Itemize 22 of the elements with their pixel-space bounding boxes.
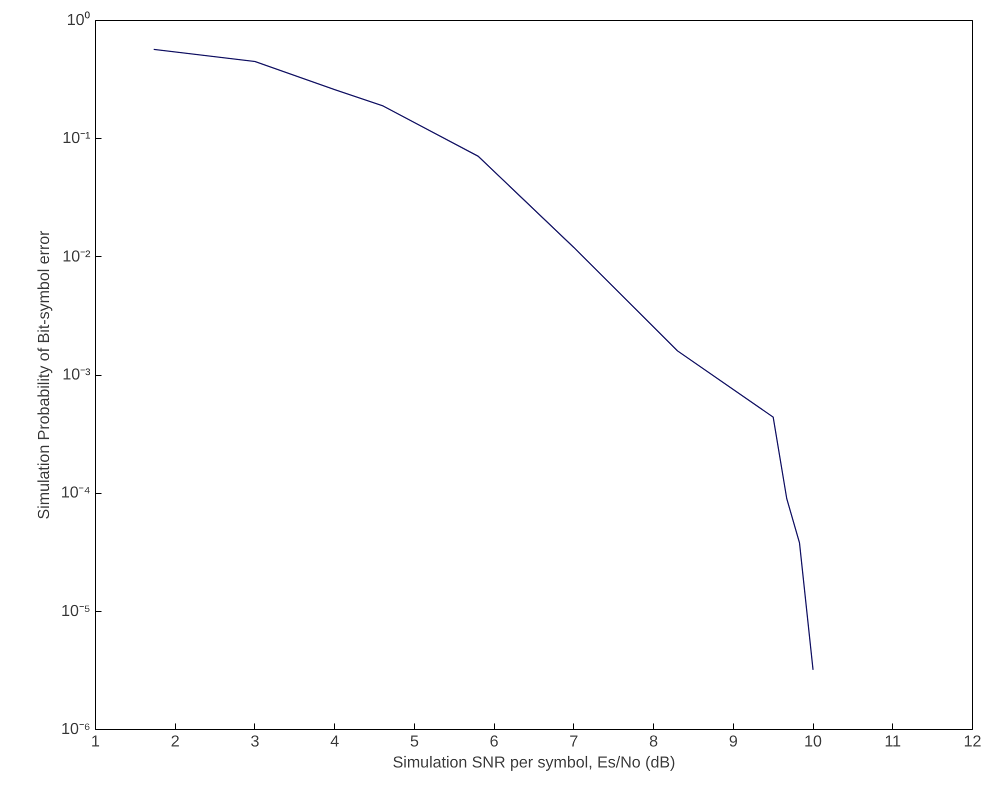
y-tick-label: 10⁰ xyxy=(66,11,90,29)
y-tick-label: 10⁻⁴ xyxy=(60,484,91,502)
x-tick-label: 5 xyxy=(410,734,419,750)
x-tick-label: 9 xyxy=(728,734,738,750)
y-tick-label: 10⁻¹ xyxy=(62,130,90,148)
x-tick-label: 3 xyxy=(250,734,260,750)
x-tick-label: 10 xyxy=(804,734,822,750)
line-series xyxy=(153,48,814,670)
x-tick-label: 11 xyxy=(884,734,902,750)
x-tick-label: 1 xyxy=(91,734,100,750)
x-tick-label: 7 xyxy=(569,734,578,750)
x-tick-label: 2 xyxy=(170,734,180,750)
y-tick-label: 10⁻³ xyxy=(62,366,92,384)
y-tick-label: 10⁻⁵ xyxy=(61,602,91,620)
x-tick-label: 8 xyxy=(649,734,658,750)
y-tick-label: 10⁻⁶ xyxy=(61,721,91,738)
x-tick-label: 4 xyxy=(330,734,340,750)
x-tick-label: 12 xyxy=(964,734,982,750)
y-tick-label: 10⁻² xyxy=(62,248,92,266)
x-tick-label: 6 xyxy=(490,734,499,750)
y-axis-title: Simulation Probability of Bit-symbol error xyxy=(36,230,53,520)
x-axis-title: Simulation SNR per symbol, Es/No (dB) xyxy=(392,754,676,772)
